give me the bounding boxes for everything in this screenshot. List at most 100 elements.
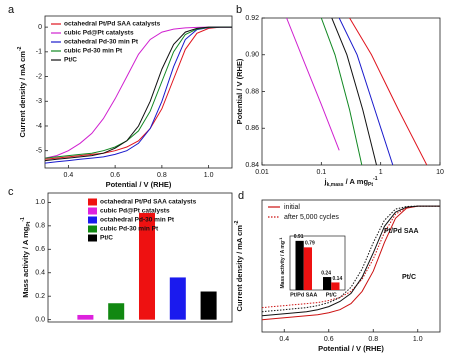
series-line xyxy=(349,18,428,165)
label-part: Pt xyxy=(368,182,373,188)
x-tick-label: 0.01 xyxy=(255,169,269,176)
legend-swatch xyxy=(88,198,97,206)
legend-label: cubic Pd@Pt catalysts xyxy=(64,30,134,37)
inset-bar xyxy=(295,240,304,290)
label-part: j xyxy=(324,177,327,186)
y-tick-label: 0.2 xyxy=(35,293,45,300)
y-tick-label: -4 xyxy=(36,123,42,130)
label-part: Potential / V (RHE) xyxy=(318,344,384,353)
inset-value-label: 0.24 xyxy=(321,270,331,276)
y-tick-label: 0.84 xyxy=(245,162,259,169)
legend-label: Pt/C xyxy=(64,57,77,64)
legend-swatch xyxy=(88,225,97,233)
y-tick-label: -5 xyxy=(36,148,42,155)
y-tick-label: -3 xyxy=(36,98,42,105)
y-tick-label: 0 xyxy=(38,24,42,31)
y-tick-label: 0.4 xyxy=(35,270,45,277)
panel-letter: d xyxy=(238,190,244,202)
x-tick-label: 1.0 xyxy=(204,172,214,179)
bar xyxy=(200,291,217,320)
series-line xyxy=(338,18,394,165)
series-line xyxy=(320,18,363,165)
legend-label: Pt/C xyxy=(100,235,113,242)
label-part: -1 xyxy=(373,176,378,182)
plot-frame xyxy=(261,199,441,333)
y-axis-label: Current density / mA cm-2 xyxy=(17,46,27,137)
legend-label: octahedral Pt/Pd SAA catalysts xyxy=(100,199,197,206)
y-tick-label: 1.0 xyxy=(35,199,45,206)
inset-bar xyxy=(331,282,340,290)
y-tick-label: 0.88 xyxy=(245,88,259,95)
legend-swatch xyxy=(88,207,97,215)
x-tick-label: 0.1 xyxy=(316,169,326,176)
label-part: / A mg xyxy=(344,177,369,186)
bar xyxy=(108,303,125,320)
bar xyxy=(169,277,186,320)
label-part: -1 xyxy=(278,237,283,241)
label-part: k,mass xyxy=(327,182,344,188)
x-tick-label: 1 xyxy=(379,169,383,176)
inset-value-label: 0.91 xyxy=(294,234,304,240)
plot-frame xyxy=(44,15,233,169)
label-part: Potential / V (RHE) xyxy=(235,58,244,124)
legend-label: after 5,000 cycles xyxy=(284,214,339,221)
inset-category: Pt/Pd SAA xyxy=(290,292,317,298)
panel-letter: b xyxy=(236,4,242,16)
label-part: -2 xyxy=(17,46,23,51)
label-part: Mass activity / A mg xyxy=(21,226,30,298)
series-line xyxy=(262,205,440,309)
x-tick-label: 0.6 xyxy=(324,336,334,343)
inset-bar xyxy=(303,247,312,290)
inset-category: Pt/C xyxy=(326,292,337,298)
series-line xyxy=(331,18,377,165)
panel-letter: a xyxy=(8,4,15,16)
y-tick-label: -1 xyxy=(36,49,42,56)
x-tick-label: 0.8 xyxy=(157,172,167,179)
legend-label: cubic Pd-30 min Pt xyxy=(64,48,123,55)
series-line xyxy=(286,18,340,151)
legend-label: initial xyxy=(284,204,300,211)
bar xyxy=(77,314,94,320)
label-part: -2 xyxy=(234,220,240,225)
inset-y-label: Mass activity / A mg-1 xyxy=(278,237,287,289)
legend-swatch xyxy=(88,216,97,224)
label-part: -1 xyxy=(20,217,26,222)
label-part: Potential / V (RHE) xyxy=(106,180,172,189)
x-tick-label: 0.4 xyxy=(279,336,289,343)
y-tick-label: -2 xyxy=(36,73,42,80)
x-tick-label: 0.8 xyxy=(368,336,378,343)
label-part: Current density / mA cm xyxy=(18,51,27,138)
series-line xyxy=(45,26,232,159)
inset-bar xyxy=(323,277,332,290)
y-axis-label: Current density / mA cm-2 xyxy=(234,220,244,311)
legend-label: octahedral Pd-30 min Pt xyxy=(100,217,175,224)
x-tick-label: 0.6 xyxy=(110,172,120,179)
y-tick-label: 0.0 xyxy=(35,316,45,323)
plot-frame xyxy=(47,192,233,323)
x-tick-label: 10 xyxy=(436,169,444,176)
series-line xyxy=(45,26,232,159)
x-axis-label: Potential / V (RHE) xyxy=(106,180,172,189)
y-axis-label: Potential / V (RHE) xyxy=(235,58,244,124)
y-tick-label: 0.8 xyxy=(35,223,45,230)
y-axis-label: Mass activity / A mgPt-1 xyxy=(20,217,32,298)
x-axis-label: jk,mass / A mgPt-1 xyxy=(324,176,378,188)
label-part: Pt xyxy=(26,221,32,226)
plot-frame xyxy=(261,17,441,166)
y-tick-label: 0.92 xyxy=(245,15,259,22)
inset-value-label: 0.79 xyxy=(305,241,315,247)
legend-swatch xyxy=(88,234,97,242)
annotation: Pt/Pd SAA xyxy=(384,228,419,235)
series-line xyxy=(262,205,440,317)
legend-label: octahedral Pt/Pd SAA catalysts xyxy=(64,21,161,28)
x-tick-label: 1.0 xyxy=(413,336,423,343)
bar xyxy=(138,212,156,320)
legend-label: octahedral Pd-30 min Pt xyxy=(64,39,139,46)
x-axis-label: Potential / V (RHE) xyxy=(318,344,384,353)
y-tick-label: 0.6 xyxy=(35,246,45,253)
legend-label: cubic Pd-30 min Pt xyxy=(100,226,159,233)
label-part: Mass activity / A mg xyxy=(280,241,286,288)
series-line xyxy=(262,205,440,313)
legend-label: cubic Pd@Pt catalysts xyxy=(100,208,170,215)
